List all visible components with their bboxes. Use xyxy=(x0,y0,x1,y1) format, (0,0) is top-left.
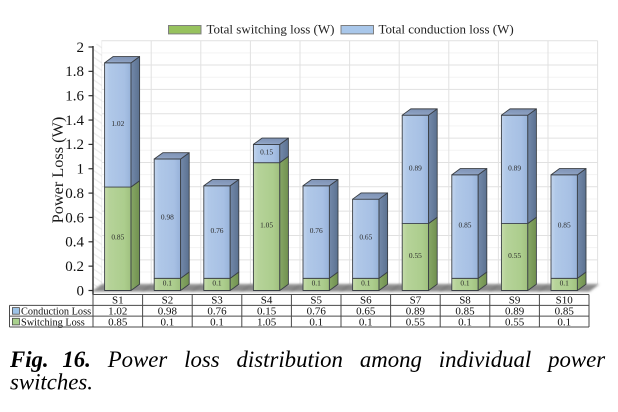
svg-text:0.65: 0.65 xyxy=(356,306,376,318)
svg-text:0.55: 0.55 xyxy=(505,316,525,328)
svg-text:2: 2 xyxy=(77,40,85,56)
svg-text:S9: S9 xyxy=(509,295,521,307)
svg-text:0.89: 0.89 xyxy=(409,163,422,172)
svg-text:S10: S10 xyxy=(556,295,574,307)
svg-text:1.02: 1.02 xyxy=(108,306,127,318)
svg-text:1.4: 1.4 xyxy=(65,113,84,129)
svg-text:0.15: 0.15 xyxy=(260,147,273,156)
svg-text:0.65: 0.65 xyxy=(359,233,372,242)
svg-text:0.98: 0.98 xyxy=(158,306,178,318)
svg-text:Switching Loss: Switching Loss xyxy=(21,317,85,328)
svg-text:Power Loss (W): Power Loss (W) xyxy=(48,117,67,224)
svg-text:0.55: 0.55 xyxy=(409,251,422,260)
svg-text:0.98: 0.98 xyxy=(161,213,174,222)
svg-text:0.1: 0.1 xyxy=(460,278,470,287)
svg-text:S6: S6 xyxy=(360,295,372,307)
svg-text:Total switching loss (W): Total switching loss (W) xyxy=(207,22,335,37)
svg-text:0.85: 0.85 xyxy=(111,233,124,242)
svg-text:0.1: 0.1 xyxy=(458,316,472,328)
svg-text:0.85: 0.85 xyxy=(555,306,575,318)
svg-text:0.89: 0.89 xyxy=(508,163,521,172)
svg-text:Fig. 16. Power loss distributi: Fig. 16. Power loss distribution among i… xyxy=(9,347,605,372)
svg-text:0.4: 0.4 xyxy=(65,235,84,251)
svg-text:1.05: 1.05 xyxy=(260,221,273,230)
svg-text:Total conduction loss (W): Total conduction loss (W) xyxy=(379,22,514,37)
svg-text:0.15: 0.15 xyxy=(257,306,277,318)
svg-text:0.1: 0.1 xyxy=(161,316,175,328)
svg-text:0.1: 0.1 xyxy=(359,316,373,328)
svg-text:0.85: 0.85 xyxy=(455,306,475,318)
svg-text:0.85: 0.85 xyxy=(108,316,128,328)
svg-text:0.1: 0.1 xyxy=(361,278,371,287)
svg-text:1: 1 xyxy=(77,162,85,178)
svg-text:0.85: 0.85 xyxy=(459,221,472,230)
svg-text:1.2: 1.2 xyxy=(65,137,84,153)
svg-text:0.55: 0.55 xyxy=(406,316,426,328)
svg-text:1.02: 1.02 xyxy=(111,119,124,128)
svg-text:0.1: 0.1 xyxy=(312,278,322,287)
svg-text:0.1: 0.1 xyxy=(212,278,222,287)
svg-text:0.8: 0.8 xyxy=(65,186,84,202)
svg-text:0.1: 0.1 xyxy=(309,316,323,328)
svg-text:0.1: 0.1 xyxy=(557,316,571,328)
svg-text:switches.: switches. xyxy=(10,369,93,394)
svg-text:0.1: 0.1 xyxy=(210,316,224,328)
svg-text:S2: S2 xyxy=(162,295,174,307)
svg-text:0.89: 0.89 xyxy=(406,306,426,318)
svg-text:0.76: 0.76 xyxy=(307,306,327,318)
svg-text:0.85: 0.85 xyxy=(558,221,571,230)
svg-text:0.55: 0.55 xyxy=(508,251,521,260)
svg-text:0.76: 0.76 xyxy=(211,226,224,235)
svg-text:0.89: 0.89 xyxy=(505,306,525,318)
svg-text:S4: S4 xyxy=(261,295,273,307)
svg-text:0.1: 0.1 xyxy=(560,278,570,287)
svg-text:Conduction Loss: Conduction Loss xyxy=(21,307,91,318)
svg-text:0.2: 0.2 xyxy=(65,259,84,275)
svg-text:0.6: 0.6 xyxy=(65,210,84,226)
svg-text:0: 0 xyxy=(77,283,85,299)
svg-text:S8: S8 xyxy=(459,295,471,307)
svg-text:S7: S7 xyxy=(410,295,422,307)
svg-text:1.05: 1.05 xyxy=(257,316,277,328)
svg-text:S3: S3 xyxy=(211,295,223,307)
svg-text:0.1: 0.1 xyxy=(163,278,173,287)
svg-text:1.8: 1.8 xyxy=(65,64,84,80)
svg-text:S1: S1 xyxy=(112,295,124,307)
svg-text:1.6: 1.6 xyxy=(65,89,84,105)
svg-text:0.76: 0.76 xyxy=(207,306,227,318)
svg-text:S5: S5 xyxy=(310,295,322,307)
svg-text:0.76: 0.76 xyxy=(310,226,323,235)
